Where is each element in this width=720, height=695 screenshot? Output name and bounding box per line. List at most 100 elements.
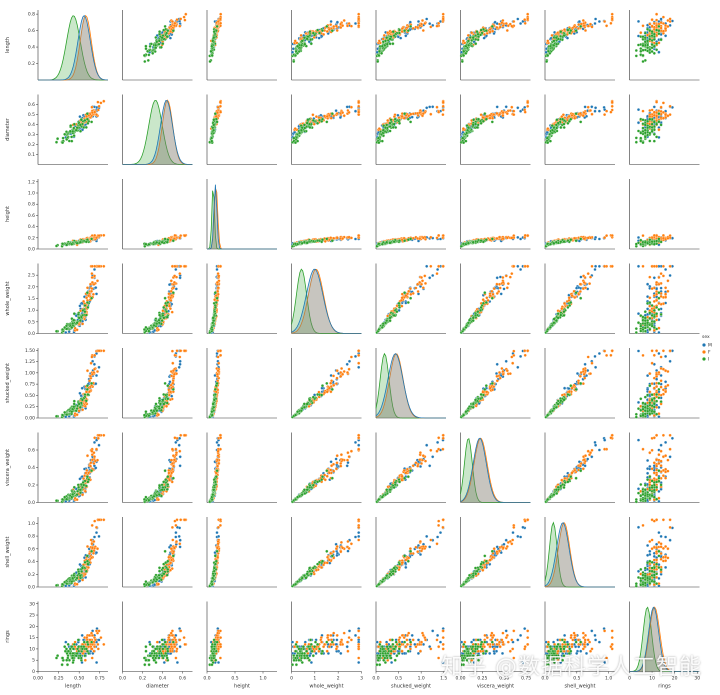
- point-I: [162, 305, 166, 309]
- point-I: [157, 39, 161, 43]
- point-I: [316, 28, 320, 32]
- panel-height-vs-height: [206, 179, 277, 250]
- point-I: [552, 43, 556, 47]
- point-I: [208, 59, 212, 64]
- point-I: [163, 296, 167, 300]
- point-F: [335, 236, 339, 240]
- point-F: [335, 28, 339, 33]
- point-I: [479, 28, 483, 32]
- point-M: [428, 105, 432, 109]
- point-F: [357, 12, 361, 16]
- point-F: [311, 113, 315, 117]
- point-I: [143, 59, 147, 64]
- point-F: [94, 113, 99, 117]
- point-I: [214, 117, 218, 121]
- point-I: [147, 53, 151, 57]
- point-I: [147, 242, 151, 246]
- point-F: [603, 19, 607, 24]
- point-I: [484, 29, 488, 33]
- point-F: [381, 37, 385, 41]
- point-I: [643, 36, 647, 40]
- point-I: [54, 244, 59, 248]
- point-I: [79, 118, 83, 122]
- point-I: [383, 126, 388, 130]
- point-M: [593, 21, 597, 26]
- point-I: [311, 118, 315, 122]
- point-F: [586, 236, 590, 240]
- point-F: [179, 234, 183, 238]
- point-I: [641, 126, 645, 130]
- y-tick-label: 0.3: [28, 132, 35, 138]
- y-tick-label: 0.8: [28, 202, 35, 208]
- point-F: [421, 112, 425, 116]
- point-I: [409, 120, 413, 124]
- point-F: [495, 236, 499, 241]
- point-F: [84, 296, 89, 300]
- point-I: [72, 312, 76, 316]
- point-F: [429, 25, 433, 29]
- point-F: [668, 17, 672, 21]
- point-I: [166, 300, 170, 305]
- point-F: [435, 105, 439, 109]
- point-I: [574, 29, 578, 33]
- point-I: [383, 39, 388, 43]
- y-tick-label: 0.6: [28, 102, 35, 108]
- point-I: [211, 126, 215, 130]
- point-I: [85, 291, 89, 295]
- point-M: [594, 235, 598, 239]
- point-F: [488, 27, 492, 31]
- point-M: [652, 105, 656, 109]
- point-F: [90, 272, 94, 276]
- point-M: [329, 19, 333, 24]
- point-I: [83, 118, 87, 122]
- point-I: [296, 44, 300, 48]
- panel-height-vs-diameter: [122, 179, 193, 250]
- point-F: [429, 112, 433, 116]
- point-F: [169, 298, 173, 302]
- point-I: [84, 313, 88, 317]
- point-F: [648, 108, 652, 113]
- y-tick-label: 0.5: [28, 112, 35, 118]
- y-tick-label: 0.6: [28, 213, 35, 219]
- point-F: [523, 21, 527, 25]
- point-I: [650, 125, 654, 129]
- point-I: [475, 30, 479, 34]
- point-I: [464, 44, 468, 48]
- point-F: [491, 116, 495, 120]
- point-M: [504, 105, 508, 109]
- point-M: [404, 34, 408, 38]
- point-F: [441, 234, 445, 238]
- point-I: [305, 121, 309, 125]
- point-I: [546, 53, 550, 57]
- point-I: [403, 29, 407, 33]
- point-F: [666, 24, 670, 29]
- point-I: [546, 49, 550, 53]
- point-M: [636, 235, 641, 240]
- panel-diameter-vs-viscera_weight: [459, 94, 531, 165]
- point-I: [472, 118, 476, 122]
- point-I: [641, 118, 645, 122]
- point-I: [90, 296, 94, 300]
- point-I: [466, 241, 470, 245]
- point-I: [555, 126, 559, 130]
- point-F: [641, 109, 645, 113]
- point-I: [634, 54, 638, 58]
- kde-fill-M: [38, 15, 108, 81]
- point-F: [441, 17, 445, 21]
- point-F: [218, 104, 222, 108]
- point-I: [330, 112, 334, 116]
- point-M: [215, 267, 219, 272]
- point-I: [388, 124, 392, 129]
- point-M: [431, 105, 435, 109]
- point-F: [441, 113, 445, 117]
- point-M: [174, 267, 178, 272]
- point-F: [90, 275, 94, 280]
- point-I: [308, 125, 312, 129]
- point-I: [548, 242, 552, 246]
- point-I: [75, 241, 79, 245]
- point-F: [96, 108, 100, 112]
- point-I: [471, 36, 475, 40]
- point-F: [666, 236, 670, 240]
- panel-height-vs-whole_weight: [290, 179, 362, 250]
